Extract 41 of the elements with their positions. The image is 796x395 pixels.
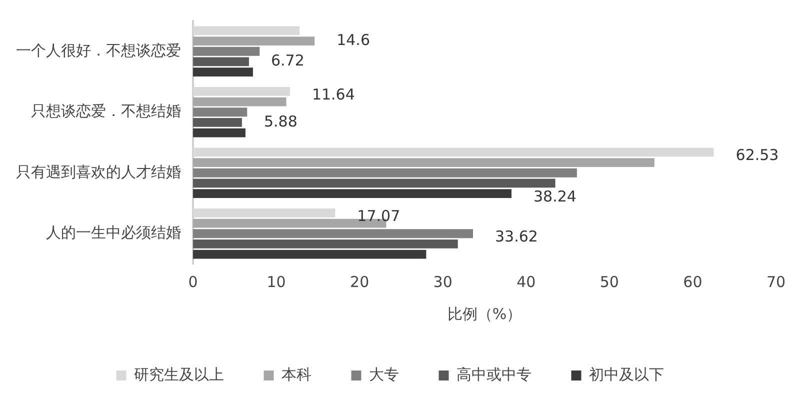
y-tick-label: 一个人很好．不想谈恋爱 [16, 41, 181, 60]
x-tick-label: 40 [516, 272, 536, 291]
bar [193, 36, 315, 46]
bar [193, 68, 253, 76]
data-label: 14.6 [336, 30, 370, 49]
x-axis-title: 比例（%） [447, 304, 522, 323]
legend-label: 初中及以下 [588, 365, 664, 384]
bar [193, 229, 474, 238]
x-tick-label: 20 [350, 272, 370, 291]
data-label: 62.53 [736, 146, 779, 164]
bar [193, 240, 458, 248]
data-label: 33.62 [495, 228, 538, 246]
x-tick-label: 70 [766, 272, 786, 291]
bar [193, 108, 248, 117]
bar [193, 168, 577, 178]
x-tick-label: 30 [433, 272, 452, 291]
bar [193, 158, 654, 167]
data-label: 6.72 [270, 52, 304, 70]
y-tick-label: 只有遇到喜欢的人才结婚 [16, 162, 181, 181]
bar [193, 250, 426, 259]
x-tick-label: 50 [600, 272, 619, 291]
legend-label: 高中或中专 [456, 365, 532, 384]
data-label: 5.88 [264, 112, 298, 130]
y-tick-label: 人的一生中必须结婚 [46, 224, 181, 242]
bar [193, 128, 246, 138]
bar [193, 57, 249, 66]
data-label: 38.24 [533, 187, 576, 206]
bar [193, 97, 286, 106]
x-tick-label: 0 [188, 272, 198, 291]
bar [193, 118, 242, 127]
bar [193, 189, 512, 198]
legend-label: 大专 [368, 365, 399, 384]
bar [193, 178, 556, 188]
y-tick-label: 只想谈恋爱．不想结婚 [31, 102, 181, 120]
x-tick-label: 60 [683, 272, 702, 291]
data-label: 17.07 [357, 206, 400, 225]
legend-label: 本科 [281, 365, 312, 384]
legend-label: 研究生及以上 [134, 365, 224, 384]
data-label: 11.64 [312, 85, 355, 104]
bar [193, 46, 260, 56]
x-tick-label: 10 [266, 272, 286, 291]
